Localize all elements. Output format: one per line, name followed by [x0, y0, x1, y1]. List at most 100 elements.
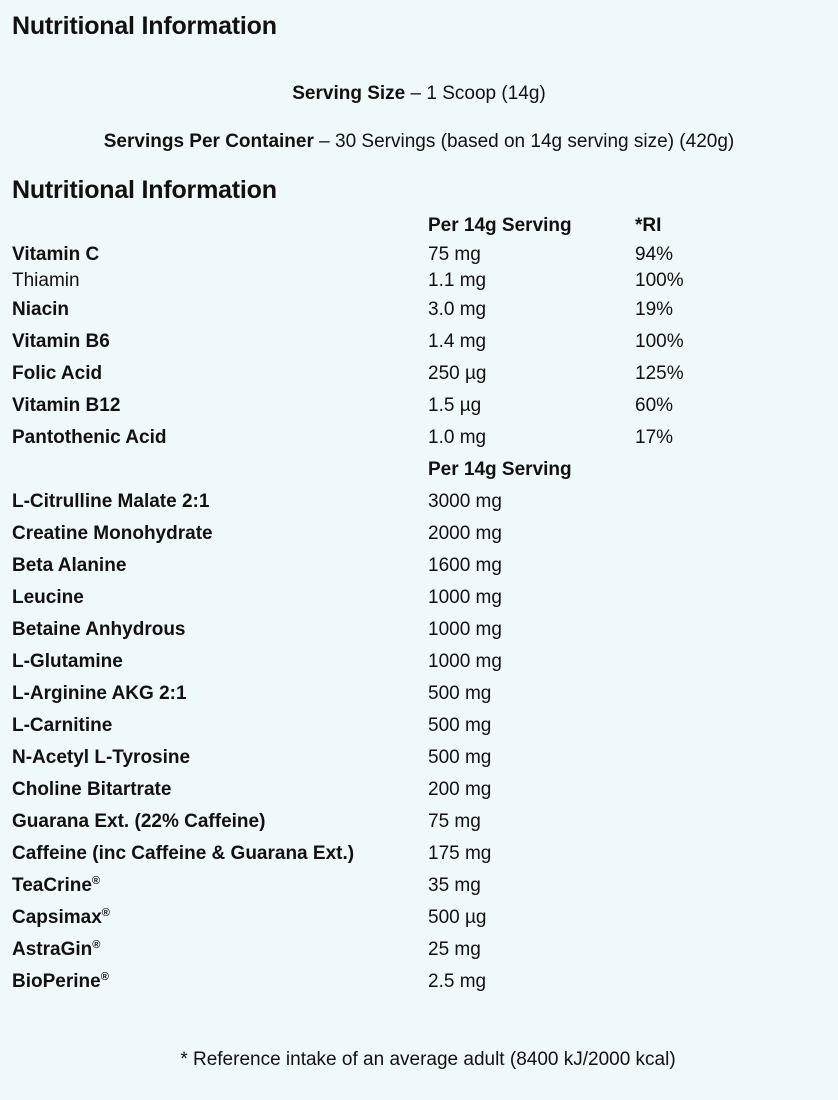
ingredient-amount: 500 mg: [428, 715, 492, 736]
ingredient-name-cell: Betaine Anhydrous: [12, 619, 186, 641]
ingredient-name: Caffeine (inc Caffeine & Guarana Ext.): [12, 843, 355, 864]
section-title: Nutritional Information: [12, 176, 277, 204]
table-row: Pantothenic Acid 1.0 mg 17%: [12, 422, 812, 454]
table-row: L-Citrulline Malate 2:1 3000 mg: [12, 486, 812, 518]
nutrient-name: Thiamin: [12, 270, 80, 291]
nutrient-amount: 1.4 mg: [428, 331, 487, 352]
actives-header-row: Per 14g Serving: [12, 454, 812, 486]
nutrient-amount: 3.0 mg: [428, 299, 487, 320]
nutrient-ri: 100%: [635, 331, 684, 352]
nutrient-ri: 94%: [635, 244, 674, 265]
ingredient-name-cell: L-Arginine AKG 2:1: [12, 683, 187, 705]
nutrient-ri: 100%: [635, 270, 684, 291]
ingredient-name-cell: AstraGin®: [12, 939, 100, 961]
registered-mark: ®: [100, 970, 109, 983]
table-row: Choline Bitartrate 200 mg: [12, 774, 812, 806]
table-row: L-Glutamine 1000 mg: [12, 646, 812, 678]
nutrient-ri: 17%: [635, 427, 674, 448]
table-row: Caffeine (inc Caffeine & Guarana Ext.) 17…: [12, 838, 812, 870]
nutrient-amount: 1.5 µg: [428, 395, 482, 416]
ingredient-amount: 200 mg: [428, 779, 492, 800]
ingredient-name-cell: Leucine: [12, 587, 84, 609]
ingredient-amount: 500 µg: [428, 907, 487, 928]
ingredient-amount: 2.5 mg: [428, 971, 487, 992]
ingredient-name-cell: L-Glutamine: [12, 651, 123, 673]
ingredient-name: L-Carnitine: [12, 715, 113, 736]
ingredient-amount: 2000 mg: [428, 523, 502, 544]
nutrient-name: Vitamin B12: [12, 395, 121, 416]
nutrient-amount: 1.0 mg: [428, 427, 487, 448]
table-row: Vitamin B6 1.4 mg 100%: [12, 326, 812, 358]
ingredient-amount: 1000 mg: [428, 651, 502, 672]
ingredient-name-cell: N-Acetyl L-Tyrosine: [12, 747, 190, 769]
table-row: Vitamin C 75 mg 94%: [12, 242, 812, 268]
table-row: L-Carnitine 500 mg: [12, 710, 812, 742]
page-title: Nutritional Information: [12, 12, 277, 40]
table-row: Betaine Anhydrous 1000 mg: [12, 614, 812, 646]
per-serving-header: Per 14g Serving: [428, 215, 572, 236]
vitamins-header-row: Per 14g Serving *RI: [12, 210, 812, 242]
ingredient-name: Leucine: [12, 587, 84, 608]
ingredient-name-cell: Capsimax®: [12, 907, 110, 929]
ingredient-name-cell: BioPerine®: [12, 971, 109, 993]
footnote: * Reference intake of an average adult (…: [180, 1049, 676, 1070]
ingredient-name: Creatine Monohydrate: [12, 523, 213, 544]
ingredient-amount: 25 mg: [428, 939, 481, 960]
registered-mark: ®: [101, 906, 110, 919]
nutrition-table: Per 14g Serving *RI Vitamin C 75 mg 94% Thi…: [12, 210, 812, 998]
ingredient-amount: 1000 mg: [428, 587, 502, 608]
registered-mark: ®: [92, 938, 101, 951]
ingredient-name: Beta Alanine: [12, 555, 127, 576]
ingredient-amount: 1000 mg: [428, 619, 502, 640]
nutrient-ri: 19%: [635, 299, 674, 320]
ingredient-amount: 1600 mg: [428, 555, 502, 576]
ingredient-name-cell: TeaCrine®: [12, 875, 100, 897]
ingredient-name: Capsimax: [12, 907, 102, 929]
ingredient-name-cell: L-Carnitine: [12, 715, 112, 737]
nutrient-name: Vitamin C: [12, 244, 100, 265]
ingredient-amount: 500 mg: [428, 683, 492, 704]
serving-size-line: Serving Size – 1 Scoop (14g): [0, 83, 838, 105]
table-row: Capsimax® 500 µg: [12, 902, 812, 934]
ingredient-name-cell: Choline Bitartrate: [12, 779, 171, 801]
ingredient-name-cell: Caffeine (inc Caffeine & Guarana Ext.): [12, 843, 354, 865]
ingredient-name: TeaCrine: [12, 875, 92, 897]
ri-header: *RI: [635, 215, 662, 236]
per-serving-header: Per 14g Serving: [428, 459, 572, 480]
table-row: Leucine 1000 mg: [12, 582, 812, 614]
nutrient-amount: 75 mg: [428, 244, 481, 265]
table-row: N-Acetyl L-Tyrosine 500 mg: [12, 742, 812, 774]
table-row: Creatine Monohydrate 2000 mg: [12, 518, 812, 550]
ingredient-name: BioPerine: [12, 971, 101, 993]
ingredient-name-cell: Guarana Ext. (22% Caffeine): [12, 811, 265, 833]
nutrient-name: Vitamin B6: [12, 331, 110, 352]
table-row: L-Arginine AKG 2:1 500 mg: [12, 678, 812, 710]
nutrient-ri: 125%: [635, 363, 684, 384]
serving-size-label: Serving Size: [292, 83, 406, 104]
ingredient-name: Guarana Ext. (22% Caffeine): [12, 811, 266, 832]
nutrient-amount: 1.1 mg: [428, 270, 487, 291]
ingredient-amount: 35 mg: [428, 875, 481, 896]
ingredient-name: L-Glutamine: [12, 651, 123, 672]
table-row: Thiamin 1.1 mg 100%: [12, 268, 812, 294]
ingredient-name: L-Arginine AKG 2:1: [12, 683, 187, 704]
nutrient-ri: 60%: [635, 395, 674, 416]
ingredient-name-cell: Creatine Monohydrate: [12, 523, 213, 545]
ingredient-amount: 500 mg: [428, 747, 492, 768]
ingredient-amount: 3000 mg: [428, 491, 502, 512]
nutrient-name: Folic Acid: [12, 363, 103, 384]
serving-size-value: – 1 Scoop (14g): [405, 83, 546, 104]
registered-mark: ®: [91, 874, 101, 887]
table-row: Folic Acid 250 µg 125%: [12, 358, 812, 390]
ingredient-name: AstraGin: [12, 939, 93, 961]
nutrient-name: Pantothenic Acid: [12, 427, 167, 448]
servings-per-container-line: Servings Per Container – 30 Servings (ba…: [0, 131, 838, 153]
ingredient-name-cell: Beta Alanine: [12, 555, 126, 577]
nutrient-name: Niacin: [12, 299, 70, 320]
table-row: Beta Alanine 1600 mg: [12, 550, 812, 582]
table-row: TeaCrine® 35 mg: [12, 870, 812, 902]
ingredient-name: N-Acetyl L-Tyrosine: [12, 747, 191, 768]
ingredient-name-cell: L-Citrulline Malate 2:1: [12, 491, 209, 513]
table-row: AstraGin® 25 mg: [12, 934, 812, 966]
